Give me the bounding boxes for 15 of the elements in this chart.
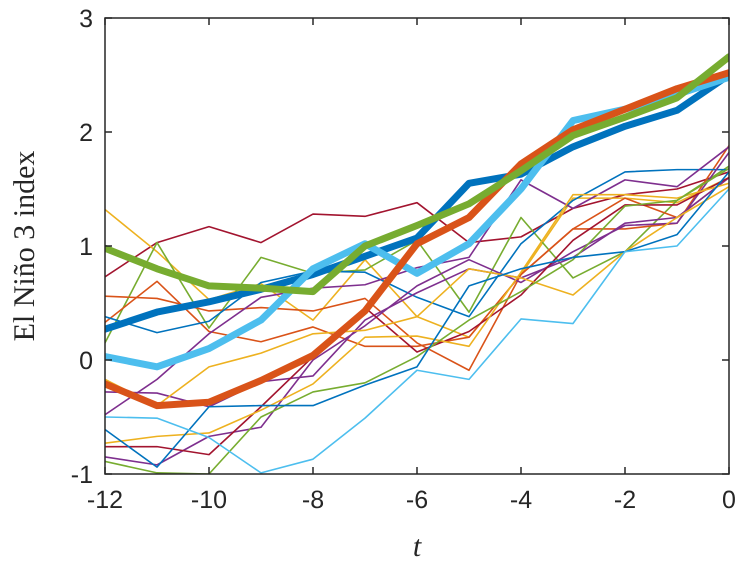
x-tick-label: -6	[406, 486, 428, 514]
x-tick-label: -4	[510, 486, 532, 514]
y-tick-label: 0	[79, 347, 93, 375]
y-axis-title: El Niño 3 index	[8, 150, 41, 342]
x-tick-label: 0	[722, 486, 736, 514]
x-tick-label: -10	[190, 486, 228, 514]
y-tick-label: 1	[79, 233, 93, 261]
y-tick-label: 2	[79, 119, 93, 147]
x-tick-label: -2	[614, 486, 636, 514]
x-axis-title: t	[412, 530, 422, 563]
x-tick-label: -12	[86, 486, 124, 514]
y-tick-label: -1	[70, 461, 93, 489]
x-tick-label: -8	[302, 486, 324, 514]
y-tick-label: 3	[79, 5, 93, 33]
line-series	[105, 171, 729, 278]
